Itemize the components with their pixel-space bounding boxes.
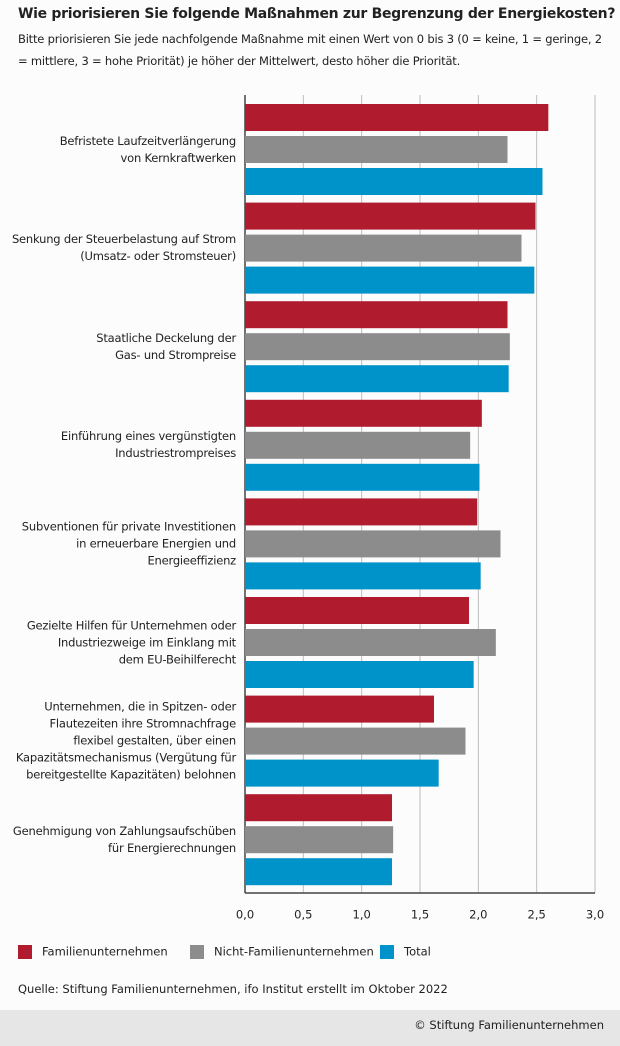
- x-tick-label: 2,0: [469, 908, 487, 922]
- bar: [245, 858, 392, 886]
- category-label: Gezielte Hilfen für Unternehmen oder Ind…: [26, 618, 236, 666]
- bar: [245, 399, 482, 427]
- footer: [0, 1010, 620, 1046]
- bar: [245, 168, 543, 195]
- bar: [245, 597, 469, 624]
- legend-label: Nicht-Familienunternehmen: [214, 945, 374, 959]
- x-tick-label: 0,0: [236, 908, 254, 922]
- chart-title: Wie priorisieren Sie folgende Maßnahmen …: [18, 6, 616, 22]
- bar: [245, 463, 480, 491]
- category-label: Einführung eines vergünstigten Industrie…: [60, 429, 236, 461]
- bar: [245, 266, 535, 294]
- source: Quelle: Stiftung Familienunternehmen, if…: [18, 982, 448, 996]
- bar: [245, 562, 481, 590]
- bar: [245, 431, 471, 459]
- x-tick-label: 1,5: [411, 908, 429, 922]
- category-label: Befristete Laufzeitverlängerung von Kern…: [59, 133, 236, 165]
- bar: [245, 629, 496, 656]
- bar: [245, 136, 508, 163]
- bar: [245, 498, 478, 526]
- bar: [245, 661, 474, 688]
- category-label: Staatliche Deckelung der Gas- und Stromp…: [96, 330, 236, 362]
- x-tick-label: 0,5: [294, 908, 312, 922]
- bar: [245, 759, 439, 787]
- chart-subtitle: Bitte priorisieren Sie jede nachfolgende…: [18, 32, 602, 68]
- legend-swatch: [190, 945, 204, 959]
- bar: [245, 530, 501, 558]
- bar: [245, 794, 392, 822]
- bar: [245, 202, 536, 230]
- category-label: Senkung der Steuerbelastung auf Strom (U…: [11, 232, 236, 264]
- category-label: Genehmigung von Zahlungsaufschüben für E…: [12, 823, 236, 855]
- bar: [245, 365, 509, 393]
- bar: [245, 301, 508, 329]
- x-tick-label: 2,5: [528, 908, 546, 922]
- legend-swatch: [18, 945, 32, 959]
- copyright: © Stiftung Familienunternehmen: [414, 1018, 604, 1032]
- bar: [245, 333, 510, 361]
- x-tick-label: 1,0: [353, 908, 371, 922]
- category-label: Unternehmen, die in Spitzen- oder Flaute…: [15, 699, 236, 782]
- bar: [245, 104, 549, 131]
- bar: [245, 695, 434, 723]
- bar: [245, 234, 522, 262]
- bar: [245, 727, 466, 755]
- category-label: Subventionen für private Investitionen i…: [21, 519, 236, 568]
- legend-swatch: [380, 945, 394, 959]
- bar: [245, 826, 394, 854]
- legend-label: Total: [403, 945, 431, 959]
- legend-label: Familienunternehmen: [42, 945, 168, 959]
- x-tick-label: 3,0: [586, 908, 604, 922]
